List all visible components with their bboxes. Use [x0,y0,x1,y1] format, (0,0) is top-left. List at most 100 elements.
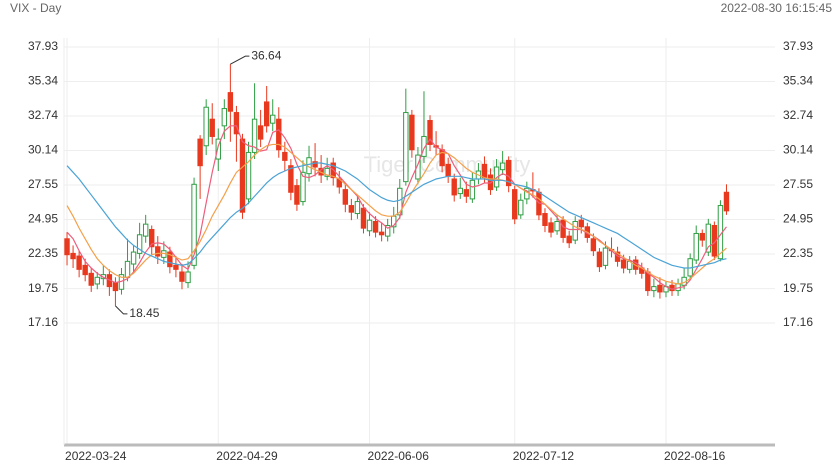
candle-body [300,171,306,203]
candle-body [723,191,730,212]
moving-average-line [66,125,727,290]
candle-body [427,120,433,145]
candle-body [596,251,603,268]
candle-body [142,223,149,237]
candle-body [693,232,699,261]
annotation-leader [230,55,250,65]
y2-tick-label: 17.16 [783,315,813,329]
candle-body [590,238,597,252]
timestamp: 2022-08-30 16:15:45 [721,1,833,15]
min-annotation: 18.45 [129,306,159,320]
candle-body [548,222,554,233]
candle-body [657,284,663,293]
candle-body [179,271,185,282]
candle-body [70,252,76,260]
candle-body [294,185,300,205]
annotation-leader [115,305,128,315]
candle-body [554,221,560,232]
moving-average-line [66,162,727,269]
candle-body [518,199,524,216]
candle-body [185,271,191,284]
candle-body [245,151,252,200]
candle-body [360,207,367,229]
candle-body [197,138,203,167]
candle-body [403,112,409,183]
y-tick-label: 19.75 [28,281,58,295]
max-annotation: 36.64 [251,48,281,62]
candle-body [415,154,421,180]
candle-body [173,264,179,270]
candle-body [263,101,270,127]
x-tick-label: 2022-04-29 [216,449,278,463]
candle-body [354,201,361,215]
candle-body [276,118,282,151]
candle-body [342,189,349,205]
x-tick-label: 2022-08-16 [664,449,726,463]
y-tick-label: 27.55 [28,177,58,191]
y2-tick-label: 35.34 [783,74,813,88]
candle-body [136,234,143,254]
candle-body [542,213,548,226]
candle-body [209,118,215,137]
moving-average-line [66,143,727,285]
candle-body [227,92,234,112]
candle-body [233,112,240,135]
candle-body [566,235,572,244]
y2-tick-label: 30.14 [783,143,813,157]
candle-body [124,260,131,278]
candle-body [512,189,518,220]
candle-body [651,286,657,292]
y2-tick-label: 32.74 [783,108,813,122]
candle-body [481,163,488,179]
candle-body [167,251,173,268]
candle-body [203,106,209,147]
candle-body [705,223,712,253]
y-tick-label: 22.35 [28,246,58,260]
candle-body [378,231,385,236]
candle-body [288,165,294,193]
candle-body [64,238,70,256]
candle-body [312,161,318,168]
x-tick-label: 2022-03-24 [65,449,127,463]
y-tick-label: 30.14 [28,143,58,157]
candle-body [457,187,463,195]
candle-body [572,221,578,241]
candle-body [270,114,276,124]
x-tick-label: 2022-07-12 [513,449,575,463]
candle-body [397,187,403,216]
candle-body [560,219,566,238]
candle-body [88,272,94,286]
candle-body [366,219,373,232]
candle-body [94,276,100,285]
candle-body [469,179,476,200]
candle-body [451,178,457,196]
candle-body [505,159,512,187]
x-tick-label: 2022-06-06 [368,449,430,463]
candle-body [155,246,161,257]
y-tick-label: 32.74 [28,108,58,122]
y-tick-label: 35.34 [28,74,58,88]
y2-tick-label: 22.35 [783,246,813,260]
candle-body [112,282,119,292]
candle-body [409,114,415,151]
candle-body [82,264,88,276]
candle-body [149,228,155,248]
candle-body [130,251,137,265]
chart-title: VIX - Day [10,1,61,15]
y-tick-label: 17.16 [28,315,58,329]
candle-body [251,118,258,153]
y2-tick-label: 37.93 [783,39,813,53]
candle-body [191,183,197,266]
candle-body [384,224,391,237]
candle-body [257,125,264,140]
candle-body [421,135,427,157]
y-tick-label: 37.93 [28,39,58,53]
candle-body [372,221,379,233]
candle-body [348,205,355,213]
candle-body [215,138,221,160]
candle-body [239,138,246,213]
candle-body [76,255,82,270]
candle-body [445,163,451,177]
candle-body [578,219,584,228]
